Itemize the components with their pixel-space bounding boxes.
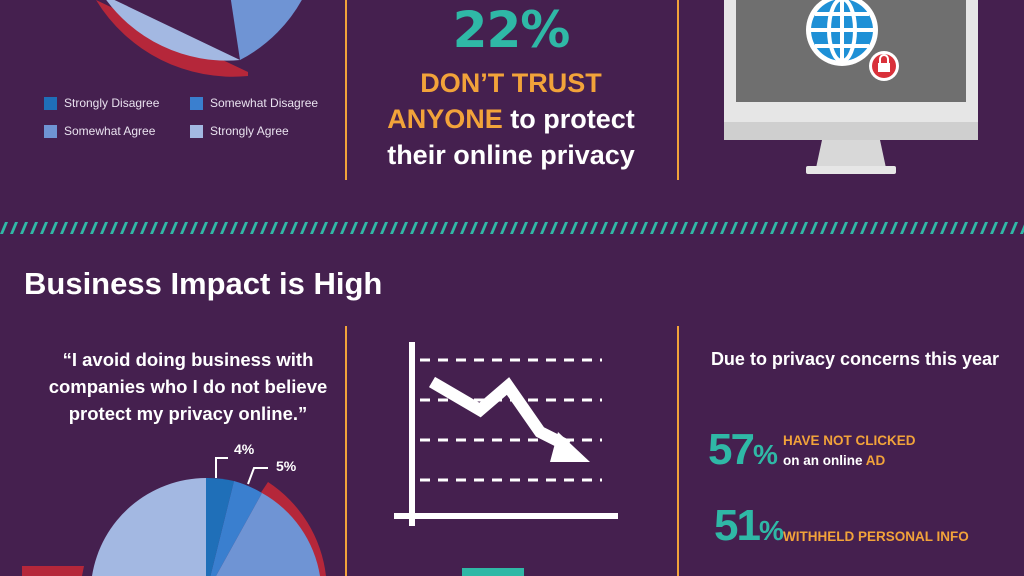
bottom-pie-chart [22, 457, 326, 576]
column-divider [345, 326, 347, 576]
pie-label-4: 4% [234, 441, 255, 457]
section-divider [0, 222, 1024, 234]
partial-stat [462, 568, 524, 576]
globe-icon [806, 0, 878, 66]
pie-leader-b [247, 467, 268, 485]
stat-57-number: 57% [708, 428, 778, 477]
quote-text: “I avoid doing business with companies w… [48, 349, 328, 424]
legend-item-somewhat-disagree: Somewhat Disagree [190, 96, 318, 110]
pie-ring-left [22, 566, 84, 576]
section-title: Business Impact is High [24, 266, 383, 301]
stat-number-value: 51 [714, 501, 761, 550]
trust-line-3: their online privacy [387, 140, 635, 170]
pie-slice-5 [210, 481, 262, 576]
pie-slice-somewhat-agree [215, 493, 320, 576]
column-divider [677, 326, 679, 576]
chart-trend-line [428, 376, 571, 452]
trust-line-1: DON’T TRUST [420, 68, 602, 98]
stat-57-line2: on an online AD [783, 452, 885, 470]
top-pie-slice-strongly-agree [106, 0, 240, 61]
monitor-chin [724, 122, 978, 140]
legend-item-strongly-disagree: Strongly Disagree [44, 96, 159, 110]
pie-label-5: 5% [276, 458, 297, 474]
monitor-stand [816, 140, 886, 168]
legend-swatch [44, 124, 57, 138]
stat-57-line1: HAVE NOT CLICKED [783, 433, 916, 448]
legend-item-somewhat-agree: Somewhat Agree [44, 124, 155, 138]
lock-icon [869, 51, 899, 81]
stat-51-number: 51% [714, 504, 784, 553]
top-pie-slice-somewhat-agree [230, 0, 302, 60]
stat-number-pct: % [752, 439, 778, 470]
stat-number-pct: % [758, 515, 784, 546]
legend-label: Strongly Disagree [64, 96, 160, 110]
monitor-icon [724, 0, 978, 174]
stat-number-value: 57 [708, 425, 755, 474]
chart-arrow-head [550, 432, 590, 462]
trust-percent: 22% [452, 1, 571, 59]
legend-swatch [190, 96, 203, 110]
legend-label: Somewhat Disagree [210, 96, 319, 110]
declining-chart-icon [394, 342, 618, 576]
legend-label: Strongly Agree [210, 124, 289, 138]
stat-51-line1: WITHHELD PERSONAL INFO [783, 529, 969, 544]
legend-swatch [190, 124, 203, 138]
pie-leader-a [215, 457, 228, 478]
trust-highlight: ANYONE [387, 104, 503, 134]
legend-item-strongly-agree: Strongly Agree [190, 124, 289, 138]
legend-swatch [44, 96, 57, 110]
pie-slice-strongly-agree [92, 478, 320, 576]
due-heading: Due to privacy concerns this year [710, 349, 1000, 369]
monitor-base [806, 166, 896, 174]
top-pie-chart [96, 0, 302, 77]
legend-label: Somewhat Agree [64, 124, 156, 138]
column-divider [677, 0, 679, 180]
stat-57-line2-prefix: on an online [783, 453, 866, 468]
stat-57-line2-highlight: AD [865, 453, 886, 468]
pie-slice-4 [206, 477, 234, 576]
trust-line-2-rest: to protect [502, 104, 635, 134]
column-divider [345, 0, 347, 180]
trust-line-2: ANYONE to protect [346, 102, 676, 136]
